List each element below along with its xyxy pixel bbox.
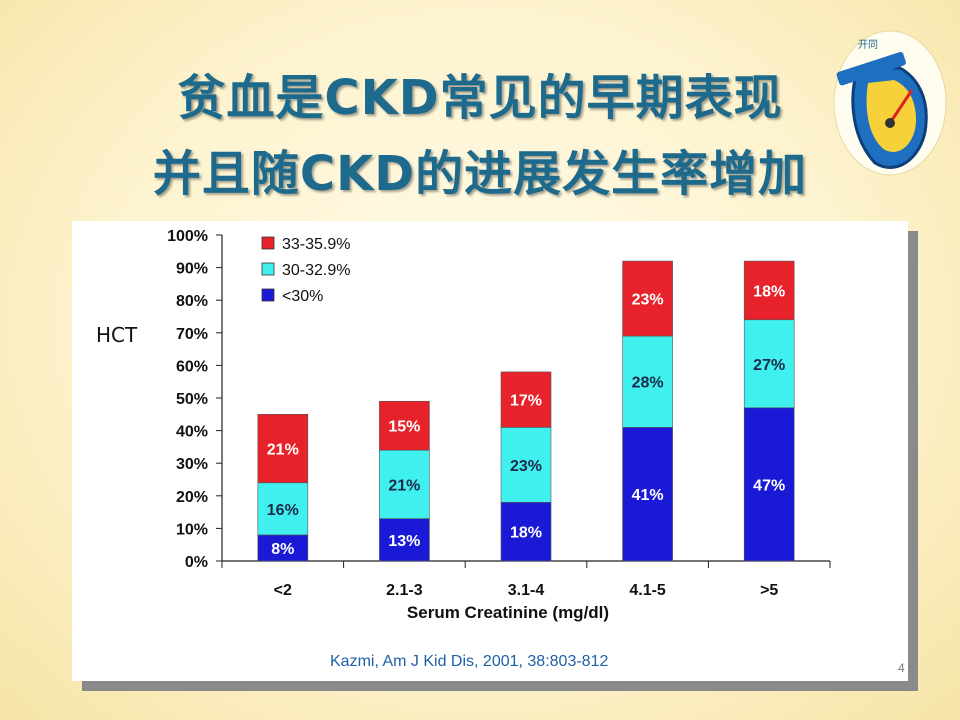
bar-segment [379,449,430,519]
bar-segment [257,482,309,536]
y-tick-label: 0% [185,554,208,571]
bar-segment [379,400,430,451]
data-label: 21% [267,442,299,459]
y-tick-label: 90% [176,261,208,278]
bar-segment [257,534,309,562]
data-label: 18% [753,283,785,300]
bar-segment [622,260,673,337]
data-label: 16% [267,502,299,519]
bar-segment [500,371,552,428]
data-label: 18% [510,525,542,542]
x-tick-label: 4.1-5 [629,582,666,599]
x-tick-label: >5 [760,582,778,599]
bar-segment [257,414,309,484]
bar-segment [743,319,795,409]
slide-title-line2: 并且随CKD的进展发生率增加 [152,146,808,202]
bar-segment [622,335,673,428]
y-tick-label: 40% [176,424,208,441]
stacked-bar-chart: 0% 10% 20% 30% 40% 50% 60% 70% 80% 90% 100% 8% 16% 21… [167,228,831,622]
data-label: 27% [753,357,785,374]
page-number: 4 [898,661,905,675]
data-label: 21% [388,477,420,494]
x-tick-label: <2 [274,582,292,599]
slide-title-line1: 贫血是CKD常见的早期表现 [177,70,783,126]
y-tick-label: 50% [176,391,208,408]
bar-segment [743,260,795,321]
data-label: 15% [388,419,420,436]
legend-swatch [261,236,275,250]
data-label: 28% [632,375,664,392]
legend-swatch [261,288,275,302]
legend-swatch [261,262,275,276]
y-tick-label: 60% [176,358,208,375]
y-tick-label: 80% [176,293,208,310]
bar-segment [622,427,673,562]
x-tick-label: 2.1-3 [386,582,423,599]
y-tick-label: 10% [176,521,208,538]
bar-segment [743,407,795,562]
data-label: 47% [753,477,785,494]
data-label: 8% [271,541,294,558]
bar-segment [500,427,552,503]
y-tick-label: 20% [176,489,208,506]
bar-segment [379,518,430,562]
data-label: 17% [510,393,542,410]
legend-label: 30-32.9% [282,262,351,279]
gauge-logo-icon: 开同 [833,30,947,176]
data-label: 13% [388,533,420,550]
legend-label: 33-35.9% [282,236,351,253]
y-tick-label: 100% [167,228,208,245]
citation: Kazmi, Am J Kid Dis, 2001, 38:803-812 [330,653,609,670]
y-tick-label: 70% [176,326,208,343]
data-label: 41% [632,487,664,504]
y-tick-label: 30% [176,456,208,473]
chart-panel: 0% 10% 20% 30% 40% 50% 60% 70% 80% 90% 100% 8% 16% 21… [72,221,908,681]
hct-label: HCT [96,323,138,347]
x-tick-label: 3.1-4 [508,582,545,599]
legend-label: <30% [282,288,323,305]
data-label: 23% [510,458,542,475]
bar-segment [500,502,552,562]
logo-text: 开同 [858,39,878,51]
x-axis-title: Serum Creatinine (mg/dl) [407,603,609,622]
data-label: 23% [632,292,664,309]
